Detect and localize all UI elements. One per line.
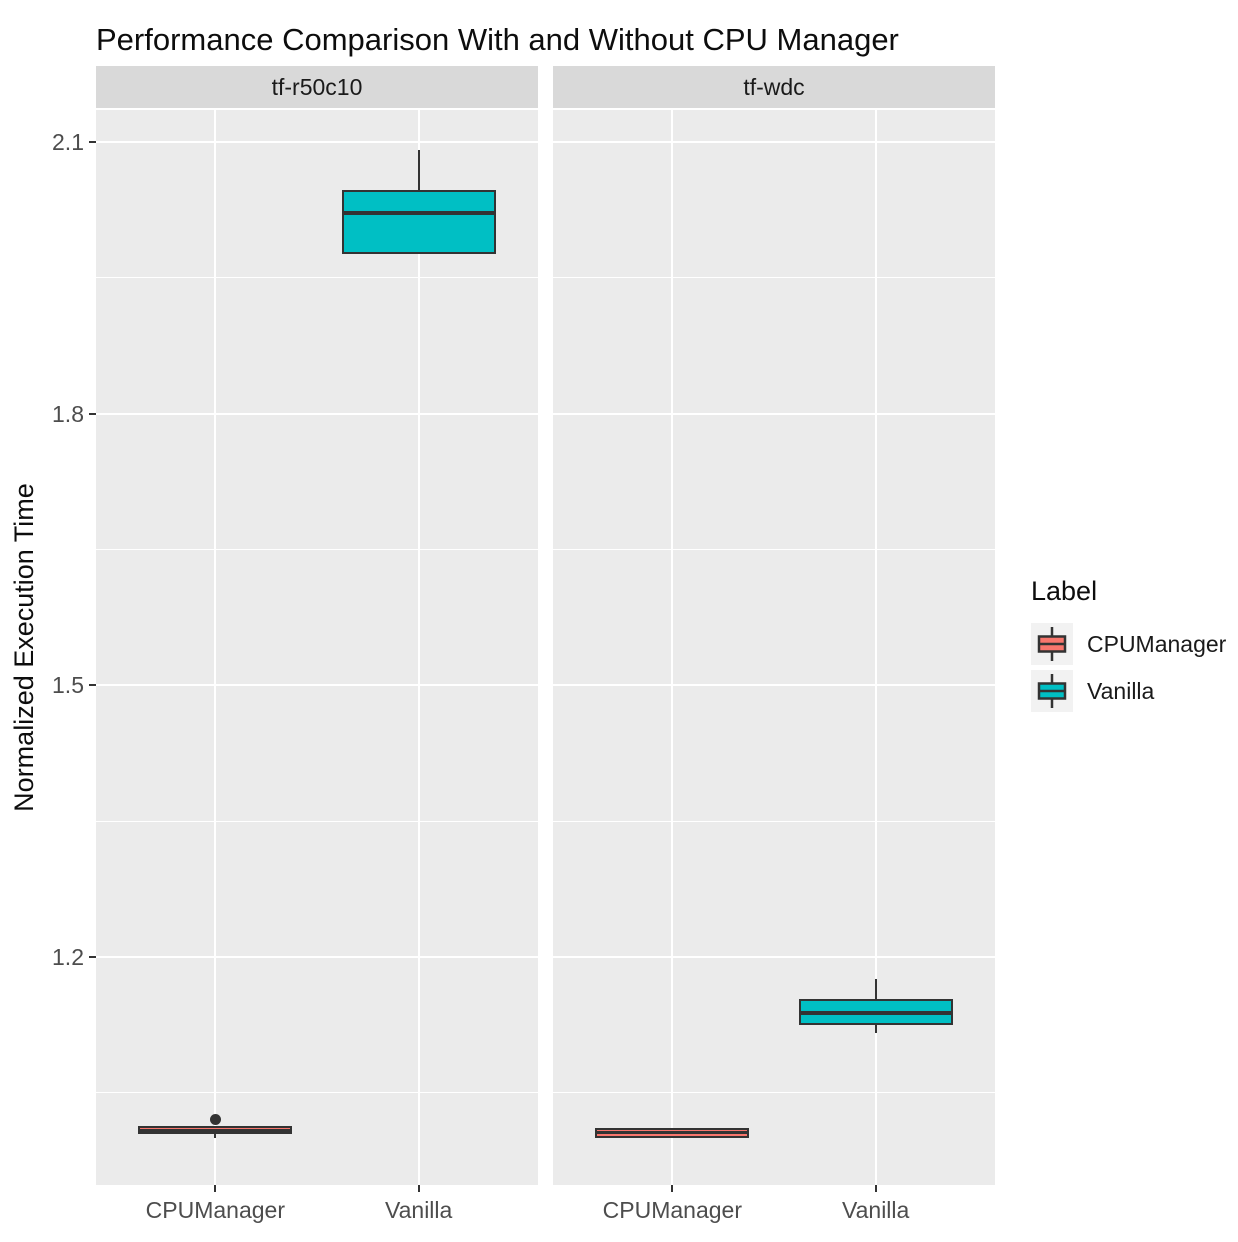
y-tick-label-1.5: 1.5 xyxy=(52,672,84,699)
gridline-major-1.8 xyxy=(553,412,995,415)
y-tick-mark-2.1 xyxy=(89,141,96,143)
y-tick-label-1.2: 1.2 xyxy=(52,944,84,971)
gridline-minor-1.05 xyxy=(553,1092,995,1094)
gridline-major-1.8 xyxy=(96,412,538,415)
y-axis-title-wrap: Normalized Execution Time xyxy=(6,110,42,1185)
x-tick-mark-Vanilla xyxy=(417,1185,420,1192)
gridline-minor-1.65 xyxy=(553,549,995,551)
gridline-minor-1.95 xyxy=(96,277,538,279)
legend-entry-CPUManager: CPUManager xyxy=(1031,623,1226,665)
gridline-minor-1.35 xyxy=(96,820,538,822)
gridline-vertical-Vanilla xyxy=(874,110,877,1185)
whisker-upper-Vanilla xyxy=(417,150,420,190)
gridline-minor-1.05 xyxy=(96,1092,538,1094)
facet-panel-tf-r50c10 xyxy=(96,110,538,1185)
gridline-vertical-Vanilla xyxy=(417,110,420,1185)
gridline-vertical-CPUManager xyxy=(671,110,674,1185)
gridline-major-1.2 xyxy=(96,956,538,959)
y-tick-mark-1.2 xyxy=(89,956,96,959)
legend-entry-Vanilla: Vanilla xyxy=(1031,670,1226,712)
y-tick-mark-1.5 xyxy=(89,684,96,687)
y-axis-title: Normalized Execution Time xyxy=(8,483,39,812)
gridline-major-2.1 xyxy=(553,141,995,143)
facet-strip-tf-wdc: tf-wdc xyxy=(553,66,995,108)
legend-entries: CPUManager Vanilla xyxy=(1031,623,1226,712)
legend: Label CPUManager Vanilla xyxy=(1031,576,1226,712)
median-CPUManager xyxy=(138,1128,293,1132)
facet-strip-tf-r50c10: tf-r50c10 xyxy=(96,66,538,108)
facet-panel-tf-wdc xyxy=(553,110,995,1185)
x-tick-label-CPUManager: CPUManager xyxy=(145,1197,285,1223)
legend-entry-label-Vanilla: Vanilla xyxy=(1087,677,1155,704)
legend-entry-label-CPUManager: CPUManager xyxy=(1087,630,1227,657)
x-tick-label-CPUManager: CPUManager xyxy=(602,1197,742,1223)
whisker-upper-Vanilla xyxy=(874,978,877,999)
x-tick-label-Vanilla: Vanilla xyxy=(384,1197,453,1223)
gridline-major-1.2 xyxy=(553,956,995,959)
gridline-major-2.1 xyxy=(96,141,538,143)
x-tick-mark-CPUManager xyxy=(671,1185,674,1192)
gridline-major-1.5 xyxy=(553,684,995,687)
chart-title: Performance Comparison With and Without … xyxy=(96,22,899,57)
legend-key-boxplot-icon-Vanilla xyxy=(1031,670,1073,712)
gridline-major-1.5 xyxy=(96,684,538,687)
gridline-minor-1.65 xyxy=(96,549,538,551)
legend-title: Label xyxy=(1031,576,1098,606)
x-tick-mark-CPUManager xyxy=(214,1185,217,1192)
y-tick-label-1.8: 1.8 xyxy=(52,400,84,427)
outlier-point-CPUManager xyxy=(209,1113,221,1125)
y-tick-mark-1.8 xyxy=(89,412,96,415)
gridline-vertical-CPUManager xyxy=(214,110,217,1185)
median-Vanilla xyxy=(341,210,496,215)
y-tick-label-2.1: 2.1 xyxy=(52,129,84,155)
legend-key-boxplot-icon-CPUManager xyxy=(1031,623,1073,665)
median-Vanilla xyxy=(798,1011,953,1016)
x-tick-label-Vanilla: Vanilla xyxy=(841,1197,910,1223)
x-tick-mark-Vanilla xyxy=(874,1185,877,1192)
median-CPUManager xyxy=(595,1131,750,1135)
whisker-lower-CPUManager xyxy=(214,1133,217,1139)
gridline-minor-1.35 xyxy=(553,820,995,822)
gridline-minor-1.95 xyxy=(553,277,995,279)
box-Vanilla xyxy=(341,190,496,255)
whisker-lower-Vanilla xyxy=(874,1025,877,1034)
